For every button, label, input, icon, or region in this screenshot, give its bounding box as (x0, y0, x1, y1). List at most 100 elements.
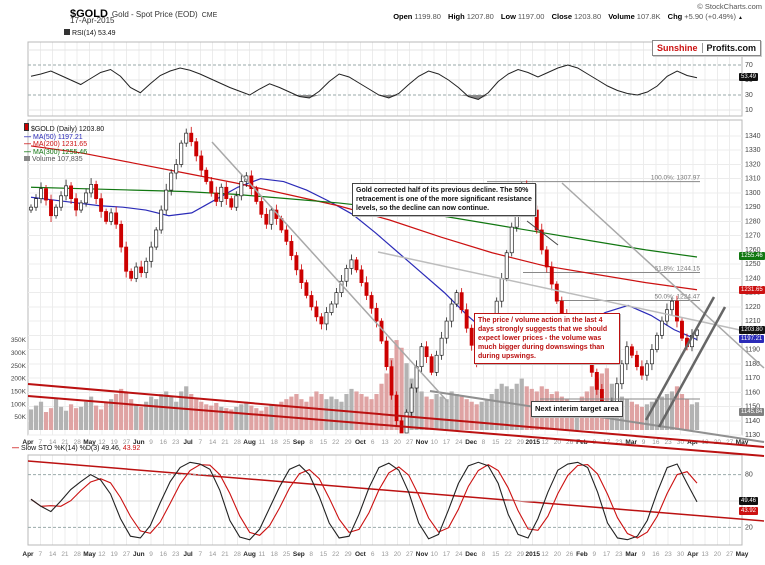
axis-label: 9 (592, 551, 596, 558)
axis-label: 21 (221, 439, 229, 446)
axis-label: 8 (309, 439, 313, 446)
axis-label: 1130 (745, 432, 760, 439)
axis-label: 1160 (745, 389, 760, 396)
stoch-legend: — Slow STO %K(14) %D(3) 49.46, 43.92 (12, 445, 140, 453)
axis-label: Aug (243, 551, 256, 558)
axis-label: Dec (465, 551, 477, 558)
axis-label: 30 (677, 439, 685, 446)
axis-label: 10 (431, 439, 439, 446)
axis-label: 21 (61, 439, 69, 446)
open-value: 1199.80 (414, 12, 441, 21)
axis-label: Apr (22, 439, 34, 446)
axis-label: 27 (726, 551, 734, 558)
axis-label: 6 (371, 439, 375, 446)
axis-label: 21 (221, 551, 229, 558)
ma300-line-icon: — (24, 148, 31, 156)
axis-label: 250K (11, 363, 27, 370)
ma50-legend: MA(50) 1197.21 (33, 133, 83, 141)
axis-label: 1190 (745, 347, 760, 354)
axis-label: 26 (566, 439, 574, 446)
price-value-badge: 1197.21 (739, 335, 765, 344)
axis-label: 23 (172, 439, 180, 446)
annotation-retracement: Gold corrected half of its previous decl… (352, 183, 536, 217)
axis-label: 22 (332, 551, 340, 558)
axis-label: Feb (576, 439, 588, 446)
axis-label: 1330 (745, 147, 761, 154)
stoch-legend-black: Slow STO %K(14) %D(3) 49.46, (21, 445, 121, 452)
axis-label: 10 (431, 551, 439, 558)
axis-label: Sep (293, 439, 305, 446)
axis-label: 22 (504, 551, 512, 558)
low-value: 1197.00 (517, 12, 545, 21)
close-value: 1203.80 (574, 12, 602, 21)
axis-label: Apr (687, 551, 699, 558)
axis-label: 29 (517, 439, 525, 446)
axis-label: 26 (566, 551, 574, 558)
price-value-badge: 1203.80 (739, 325, 765, 334)
axis-label: 30 (677, 551, 685, 558)
axis-label: 2015 (525, 439, 540, 446)
high-value: 1207.80 (466, 12, 494, 21)
symbol-title: Gold - Spot Price (EOD) (111, 10, 198, 19)
axis-label: Mar (625, 551, 637, 558)
axis-label: 200K (11, 376, 27, 383)
axis-label: 70 (745, 62, 753, 69)
candle-icon (24, 123, 29, 131)
axis-label: 1210 (745, 318, 761, 325)
main-legend-symbol: $GOLD (Daily) 1203.80 (31, 126, 105, 133)
axis-label: Mar (625, 439, 637, 446)
axis-label: 17 (603, 551, 611, 558)
axis-label: 19 (111, 551, 119, 558)
close-label: Close (551, 12, 573, 21)
axis-label: 28 (234, 551, 242, 558)
axis-label: 30 (745, 92, 753, 99)
axis-label: 20 (554, 439, 562, 446)
stoch-value-badge: 43.92 (739, 507, 759, 516)
axis-label: 9 (149, 551, 153, 558)
axis-label: 13 (701, 551, 709, 558)
logo-part1: Sunshine (657, 43, 703, 53)
axis-label: 14 (49, 551, 57, 558)
main-legend: $GOLD (Daily) 1203.80 — MA(50) 1197.21 — M… (24, 123, 104, 164)
volume-bars-icon (24, 156, 30, 161)
axis-label: 12 (98, 439, 106, 446)
axis-label: 12 (541, 551, 549, 558)
axis-label: 100.0%: 1307.97 (651, 175, 701, 182)
axis-label: 16 (652, 439, 660, 446)
axis-label: 14 (209, 551, 217, 558)
axis-label: 7 (38, 439, 42, 446)
axis-label: 20 (554, 551, 562, 558)
ma200-legend: MA(200) 1231.65 (33, 141, 88, 148)
ma50-line-icon: — (24, 133, 31, 141)
axis-label: 17 (443, 439, 451, 446)
axis-label: 9 (642, 439, 646, 446)
axis-label: 2015 (525, 551, 540, 558)
axis-label: 1170 (745, 375, 760, 382)
axis-label: 1260 (745, 247, 761, 254)
axis-label: 1320 (745, 161, 761, 168)
axis-label: 100K (11, 401, 27, 408)
axis-label: 27 (406, 551, 414, 558)
exchange-label: CME (201, 12, 218, 19)
axis-label: 19 (111, 439, 119, 446)
high-label: High (448, 12, 465, 21)
axis-label: 20 (394, 439, 402, 446)
axis-label: Jun (133, 551, 145, 558)
axis-label: 6 (371, 551, 375, 558)
sunshine-profits-logo[interactable]: Sunshine Profits.com (652, 40, 762, 56)
axis-label: 14 (49, 439, 57, 446)
volume-legend: Volume 107,835 (32, 156, 83, 163)
axis-label: 8 (309, 551, 313, 558)
chg-up-icon: ▲ (738, 15, 743, 21)
axis-label: 150K (11, 388, 27, 395)
axis-label: 29 (344, 439, 352, 446)
axis-label: 18 (271, 439, 279, 446)
axis-label: Feb (576, 551, 588, 558)
logo-part2: Profits.com (706, 43, 757, 53)
copyright: © StockCharts.com (697, 2, 762, 11)
axis-label: May (736, 551, 749, 558)
axis-label: 1220 (745, 304, 761, 311)
axis-label: 300K (11, 350, 27, 357)
axis-label: May (736, 439, 749, 446)
